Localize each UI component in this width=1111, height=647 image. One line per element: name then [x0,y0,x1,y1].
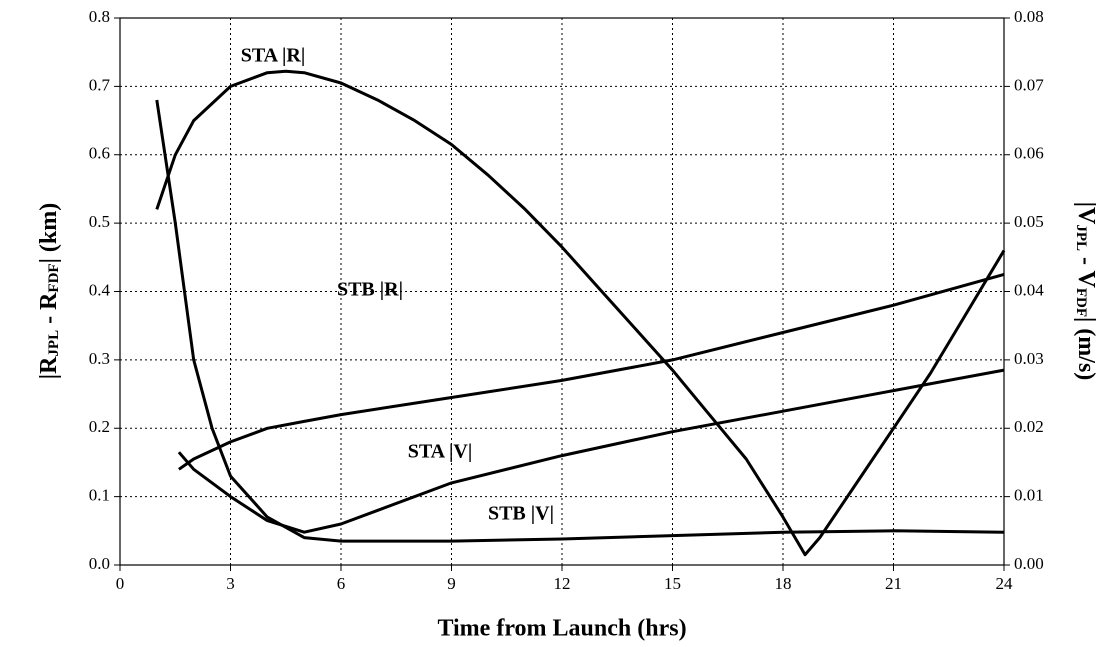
y2-tick-label: 0.04 [1014,280,1044,299]
y-tick-label: 0.4 [89,280,111,299]
x-tick-label: 9 [447,574,456,593]
y2-axis-title-sub: FDF [1073,288,1089,317]
x-tick-label: 15 [664,574,681,593]
y2-axis-title-part: - V [1073,251,1099,289]
y2-tick-label: 0.08 [1014,7,1044,26]
x-tick-label: 24 [996,574,1014,593]
y-tick-label: 0.1 [89,486,110,505]
x-tick-label: 0 [116,574,125,593]
series-label: STA |V| [408,441,473,463]
y2-tick-label: 0.05 [1014,212,1044,231]
y-axis-title-sub: JPL [46,330,62,357]
y2-tick-label: 0.02 [1014,417,1044,436]
series-label: STB |R| [337,279,403,301]
x-tick-label: 6 [337,574,346,593]
y2-tick-label: 0.07 [1014,75,1044,94]
y2-axis-title-part: | (m/s) [1073,317,1099,380]
x-tick-label: 12 [554,574,571,593]
series-label: STB |V| [488,503,554,525]
y-axis-title-sub: FDF [46,263,62,292]
plot-frame [119,17,1005,566]
x-tick-label: 18 [775,574,792,593]
y2-tick-label: 0.00 [1014,554,1044,573]
y-tick-label: 0.2 [89,417,110,436]
y2-axis-title-part: |V [1073,202,1099,225]
y-tick-label: 0.5 [89,212,110,231]
y2-tick-label: 0.03 [1014,349,1044,368]
y-axis-title-part: |R [36,356,62,379]
y2-axis-title: |VJPL - VFDF| (m/s) [1073,202,1100,381]
y-tick-label: 0.7 [89,75,111,94]
y-axis-title-part: | (km) [36,203,62,264]
x-tick-label: 21 [885,574,902,593]
y-tick-label: 0.8 [89,7,110,26]
y-tick-label: 0.0 [89,554,110,573]
x-axis-title: Time from Launch (hrs) [437,616,686,642]
y2-tick-label: 0.01 [1014,486,1044,505]
y-tick-label: 0.3 [89,349,110,368]
series-line [155,69,1006,557]
series-line [178,272,1005,471]
y2-axis-title-sub: JPL [1073,224,1089,251]
y2-tick-label: 0.06 [1014,144,1044,163]
y-axis-title-part: - R [36,292,62,330]
x-tick-label: 3 [226,574,235,593]
y-axis-title: |RJPL - RFDF| (km) [36,203,63,379]
series-label: STA |R| [241,45,306,67]
series-line [177,368,1005,534]
series-line [155,99,1005,543]
y-tick-label: 0.6 [89,144,110,163]
